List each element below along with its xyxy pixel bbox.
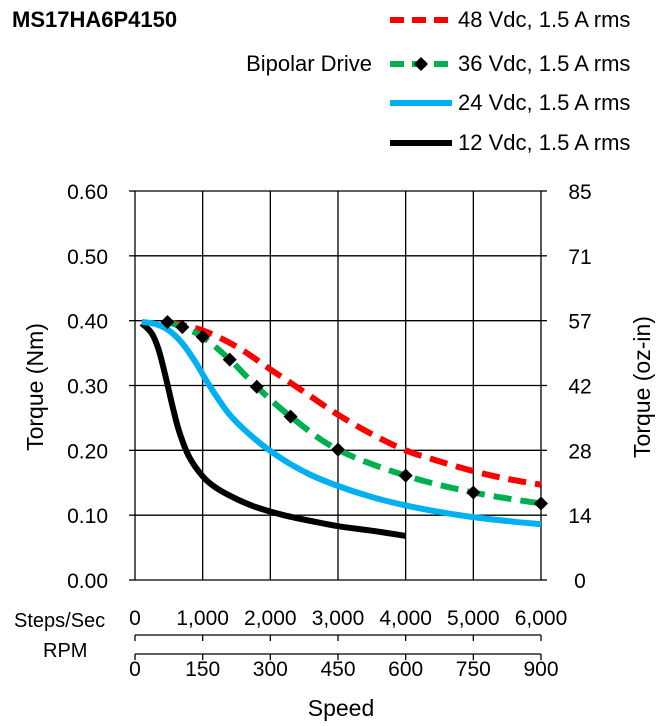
- x-tick-label-rpm: 600: [388, 658, 423, 681]
- data-point-marker: [466, 485, 481, 500]
- x-tick-label-rpm: 900: [523, 658, 558, 681]
- x-row-label-rpm: RPM: [43, 640, 87, 662]
- legend-label-0: 48 Vdc, 1.5 A rms: [458, 7, 630, 32]
- data-point-marker: [160, 314, 175, 329]
- y-axis-label: Torque (Nm): [22, 323, 48, 451]
- x-tick-label-steps: 4,000: [379, 607, 432, 630]
- y-tick-label: 0.50: [67, 246, 108, 269]
- y-tick-label: 0.00: [67, 570, 108, 593]
- x-tick-label-rpm: 300: [253, 658, 288, 681]
- x-tick-label-steps: 2,000: [244, 607, 297, 630]
- y-tick-label: 0.10: [67, 505, 108, 528]
- y2-tick-label: 0: [574, 570, 586, 593]
- x-tick-label-steps: 5,000: [447, 607, 500, 630]
- series-group: [139, 314, 548, 539]
- y2-axis-label: Torque (oz-in): [629, 316, 655, 458]
- y2-tick-label: 42: [568, 376, 591, 399]
- tick-labels: 0.00 0 0.10 14 0.20 28 0.30 42 0.40 57 0.50 71 0.60 8…: [67, 181, 592, 681]
- legend: 48 Vdc, 1.5 A rms 36 Vdc, 1.5 A rms 24 Vdc…: [390, 7, 630, 155]
- chart-subtitle: Bipolar Drive: [246, 51, 372, 76]
- series-line-0: [168, 319, 542, 488]
- data-point-marker: [534, 496, 548, 511]
- series-line-2: [141, 319, 542, 528]
- x-tick-label-rpm: 0: [129, 658, 141, 681]
- data-point-marker: [283, 409, 298, 424]
- legend-label-1: 36 Vdc, 1.5 A rms: [458, 51, 630, 76]
- x-axis-label: Speed: [308, 695, 375, 721]
- grid: [129, 190, 547, 660]
- series-line-1: [166, 319, 542, 507]
- y-tick-label: 0.30: [67, 376, 108, 399]
- x-tick-label-rpm: 150: [185, 658, 220, 681]
- legend-marker: [414, 57, 428, 71]
- y-tick-label: 0.20: [67, 440, 108, 463]
- legend-label-2: 24 Vdc, 1.5 A rms: [458, 90, 630, 115]
- y2-tick-label: 14: [568, 505, 592, 528]
- x-tick-label-rpm: 450: [320, 658, 355, 681]
- data-point-marker: [249, 379, 264, 394]
- data-point-marker: [195, 329, 210, 344]
- y2-tick-label: 57: [568, 311, 591, 334]
- data-point-marker: [398, 468, 413, 483]
- y-tick-label: 0.40: [67, 311, 108, 334]
- x-tick-label-steps: 1,000: [176, 607, 229, 630]
- y2-tick-label: 28: [568, 440, 591, 463]
- y-tick-label: 0.60: [67, 181, 108, 204]
- chart-title: MS17HA6P4150: [12, 7, 177, 32]
- data-point-marker: [175, 320, 190, 335]
- legend-label-3: 12 Vdc, 1.5 A rms: [458, 130, 630, 155]
- x-row-label-steps: Steps/Sec: [14, 610, 105, 632]
- data-point-marker: [331, 442, 345, 457]
- x-tick-label-steps: 6,000: [515, 607, 568, 630]
- y2-tick-label: 71: [568, 246, 591, 269]
- x-tick-label-steps: 3,000: [312, 607, 365, 630]
- series-line-3: [139, 321, 407, 539]
- y2-tick-label: 85: [568, 181, 591, 204]
- data-point-marker: [222, 352, 237, 367]
- x-tick-label-rpm: 750: [456, 658, 491, 681]
- x-tick-label-steps: 0: [129, 607, 141, 630]
